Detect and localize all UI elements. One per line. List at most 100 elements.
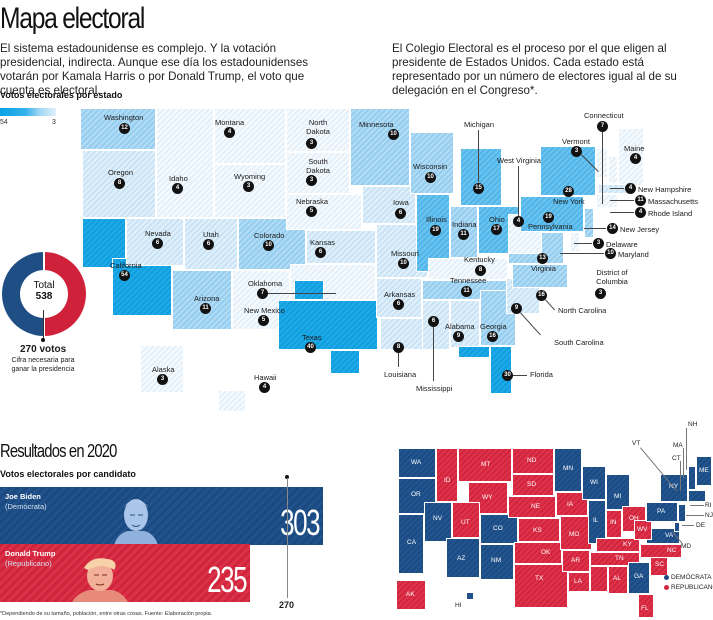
label-new-jersey: New Jersey: [620, 225, 660, 234]
state-texas-south: [330, 350, 360, 374]
state-delaware-maryland: [570, 232, 580, 252]
res-state-ma-ct-ri: [688, 490, 706, 502]
threshold-line: [287, 478, 288, 598]
state-idaho: [156, 108, 214, 218]
votes-iowa: 6: [395, 208, 406, 219]
leader-ct: [680, 461, 681, 491]
state-florida: [490, 346, 512, 394]
page-title: Mapa electoral: [0, 2, 145, 35]
votes-delaware: 3: [593, 238, 604, 249]
res-label-ri: RI: [705, 502, 712, 509]
votes-west-virginia: 4: [513, 216, 524, 227]
res-label-ct: CT: [672, 455, 681, 462]
res-state-ok: OK: [514, 542, 562, 564]
label-district-of-columbia: District of Columbia: [596, 268, 628, 286]
res-state-co: CO: [480, 514, 518, 544]
votes-oklahoma: 7: [257, 288, 268, 299]
donut-total-value: 538: [35, 291, 53, 302]
state-new-jersey: [584, 208, 594, 238]
res-state-hi: [466, 592, 474, 600]
res-state-nm: NM: [480, 544, 514, 580]
candidate-votes: 303: [280, 502, 320, 543]
label-south-dakota: South Dakota: [306, 157, 330, 175]
donut-threshold-line: [43, 310, 44, 340]
state-nebraska: [286, 194, 362, 230]
leader-florida: [513, 375, 527, 376]
res-state-nj: [678, 504, 686, 522]
res-label-ma: MA: [673, 442, 683, 449]
votes-rhode-island: 4: [635, 207, 646, 218]
label-minnesota: Minnesota: [359, 120, 394, 129]
votes-new-hampshire: 4: [625, 183, 636, 194]
state-new-york: [540, 146, 596, 196]
res-label-md: MD: [681, 543, 692, 550]
legend-democrat-label: DEMÓCRATA: [671, 574, 712, 581]
needed-votes-value: 270 votos: [20, 344, 67, 355]
trump-bar: Donald Trump (Republicano) 235: [0, 544, 250, 602]
res-state-ca: CA: [398, 514, 424, 574]
res-state-nv: NV: [424, 502, 452, 542]
votes-district-of-columbia: 3: [595, 288, 606, 299]
leader-de: [682, 525, 694, 526]
label-wyoming: Wyoming: [234, 172, 266, 181]
threshold-dot: [285, 475, 289, 479]
votes-new-jersey: 14: [607, 223, 618, 234]
votes-vermont: 3: [571, 146, 582, 157]
res-state-ia: IA: [556, 492, 588, 516]
label-new-mexico: New Mexico: [244, 306, 285, 315]
donut-threshold-dot: [41, 338, 45, 342]
votes-missouri: 10: [398, 258, 409, 269]
label-vermont: Vermont: [562, 137, 590, 146]
votes-connecticut: 7: [597, 121, 608, 132]
label-montana: Montana: [215, 118, 245, 127]
votes-washington: 12: [119, 123, 130, 134]
candidate-name: Joe Biden: [5, 492, 41, 501]
votes-georgia: 16: [487, 331, 498, 342]
votes-kentucky: 8: [475, 265, 486, 276]
leader-oklahoma: [268, 293, 336, 294]
res-state-wv: WV: [634, 520, 652, 540]
label-utah: Utah: [203, 230, 219, 239]
leader-new-hampshire: [610, 188, 624, 189]
res-state-sd: SD: [512, 474, 554, 496]
label-louisiana: Louisiana: [384, 370, 417, 379]
intro-text-right: El Colegio Electoral es el proceso por e…: [392, 42, 677, 97]
votes-north-dakota: 3: [306, 138, 317, 149]
res-state-va: VA: [646, 528, 680, 544]
label-virginia: Virginia: [531, 264, 556, 273]
res-state-me: ME: [696, 456, 712, 486]
label-north-carolina: North Carolina: [558, 306, 607, 315]
label-colorado: Colorado: [254, 231, 285, 240]
res-state-nc: NC: [640, 544, 682, 558]
votes-kansas: 6: [315, 247, 326, 258]
label-new-york: New York: [553, 197, 585, 206]
state-hawaii: [218, 390, 246, 412]
label-hawaii: Hawaii: [254, 373, 277, 382]
votes-nebraska: 5: [306, 206, 317, 217]
votes-michigan: 15: [473, 183, 484, 194]
label-alabama: Alabama: [445, 322, 475, 331]
intro-text-left: El sistema estadounidense es complejo. Y…: [0, 42, 309, 97]
label-connecticut: Connecticut: [584, 111, 624, 120]
votes-south-dakota: 3: [306, 175, 317, 186]
label-washington: Washington: [104, 113, 144, 122]
votes-colorado: 10: [263, 240, 274, 251]
footnote: *Dependiendo de su tamaño, población, en…: [0, 611, 213, 617]
votes-florida: 30: [502, 370, 513, 381]
leader-north-carolina: [545, 299, 556, 311]
label-rhode-island: Rhode Island: [648, 209, 693, 218]
state-north-carolina: [512, 264, 568, 288]
trump-portrait-icon: [72, 558, 128, 602]
electoral-total-donut: Total 538: [2, 252, 86, 336]
res-state-mo: MO: [560, 516, 592, 550]
res-state-la: LA: [568, 572, 590, 592]
res-label-nj: NJ: [705, 512, 713, 519]
biden-portrait-icon: [114, 499, 158, 545]
state-georgia: [480, 290, 516, 346]
state-michigan: [460, 148, 502, 206]
label-tennessee: Tennessee: [450, 276, 487, 285]
state-iowa: [362, 186, 416, 224]
votes-minnesota: 10: [388, 129, 399, 140]
res-state-ne: NE: [508, 496, 556, 518]
label-alaska: Alaska: [152, 365, 175, 374]
